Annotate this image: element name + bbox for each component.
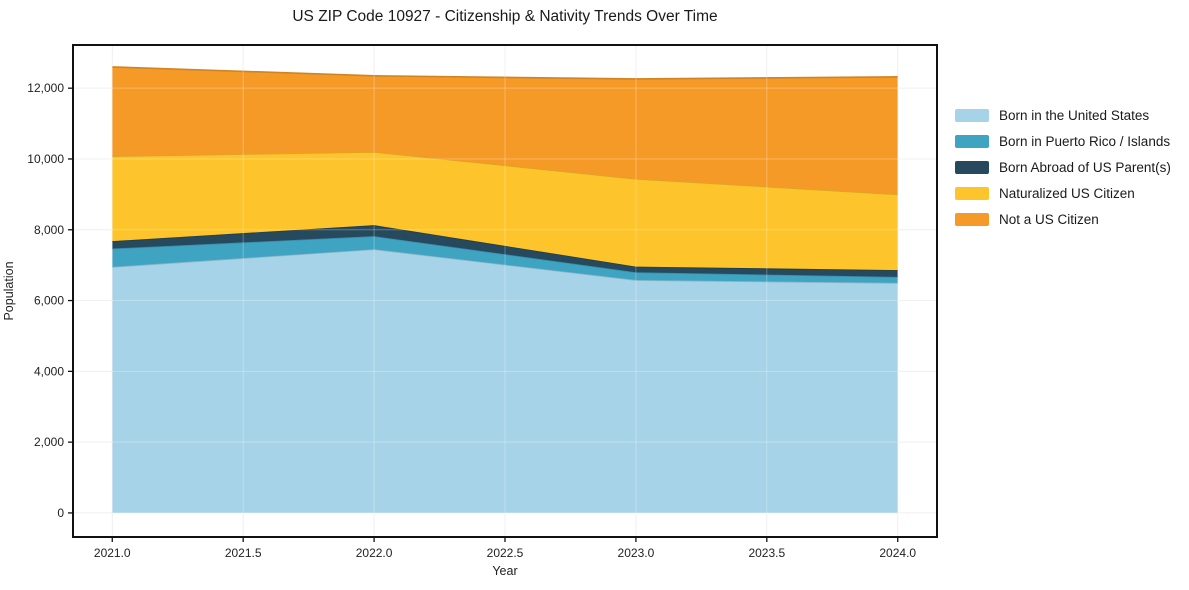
legend-label: Born in the United States (999, 107, 1150, 123)
legend-swatch-naturalized (955, 186, 989, 200)
legend-label: Born Abroad of US Parent(s) (999, 159, 1171, 175)
svg-text:8,000: 8,000 (34, 223, 64, 237)
svg-text:2021.0: 2021.0 (94, 546, 131, 560)
chart-title: US ZIP Code 10927 - Citizenship & Nativi… (292, 8, 718, 25)
svg-text:2023.5: 2023.5 (748, 546, 785, 560)
svg-text:2022.0: 2022.0 (356, 546, 393, 560)
svg-text:0: 0 (57, 506, 64, 520)
legend-item: Born Abroad of US Parent(s) (955, 154, 1171, 180)
svg-text:2023.0: 2023.0 (618, 546, 655, 560)
legend: Born in the United States Born in Puerto… (955, 102, 1171, 232)
legend-label: Naturalized US Citizen (999, 185, 1135, 201)
legend-item: Not a US Citizen (955, 206, 1171, 232)
legend-swatch-not-citizen (955, 212, 989, 226)
svg-text:2021.5: 2021.5 (225, 546, 262, 560)
svg-text:6,000: 6,000 (34, 294, 64, 308)
legend-item: Born in Puerto Rico / Islands (955, 128, 1171, 154)
svg-text:2024.0: 2024.0 (879, 546, 916, 560)
y-axis-label: Population (2, 261, 16, 321)
svg-text:2022.5: 2022.5 (487, 546, 524, 560)
svg-text:2,000: 2,000 (34, 435, 64, 449)
svg-text:4,000: 4,000 (34, 364, 64, 378)
svg-text:12,000: 12,000 (27, 81, 64, 95)
legend-label: Born in Puerto Rico / Islands (999, 133, 1171, 149)
legend-item: Born in the United States (955, 102, 1171, 128)
legend-swatch-born-us (955, 108, 989, 122)
x-axis-label: Year (492, 564, 518, 578)
svg-text:10,000: 10,000 (27, 152, 64, 166)
legend-swatch-born-abroad (955, 160, 989, 174)
legend-swatch-puerto-rico (955, 134, 989, 148)
legend-item: Naturalized US Citizen (955, 180, 1171, 206)
legend-label: Not a US Citizen (999, 211, 1099, 227)
